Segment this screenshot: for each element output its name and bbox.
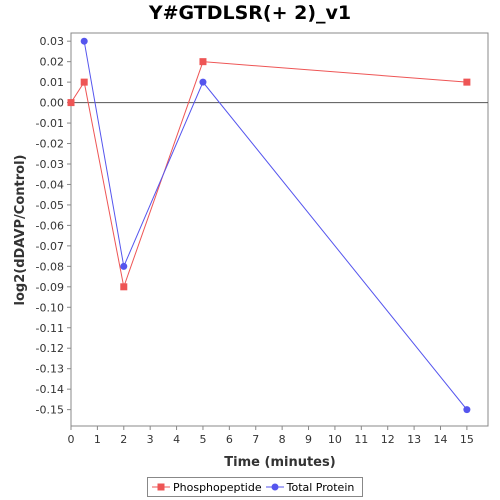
x-tick-label: 12: [381, 433, 395, 446]
x-tick-label: 10: [328, 433, 342, 446]
y-tick-label: -0.11: [36, 322, 64, 335]
plot-frame: [70, 32, 489, 427]
y-tick-label: -0.05: [36, 199, 64, 212]
y-tick-label: -0.12: [36, 342, 64, 355]
total-protein-line: [83, 41, 468, 410]
phosphopeptide-point: [120, 283, 128, 291]
total-protein-point: [80, 37, 88, 45]
y-tick-label: -0.03: [36, 158, 64, 171]
y-tick-label: -0.06: [36, 219, 64, 232]
x-tick-label: 5: [199, 433, 206, 446]
legend-swatch-total-protein: [265, 483, 284, 491]
y-tick-label: -0.14: [36, 383, 64, 396]
y-tick-label: -0.10: [36, 301, 64, 314]
x-tick-label: 14: [433, 433, 447, 446]
x-tick-label: 8: [279, 433, 286, 446]
series-layer: [67, 37, 471, 414]
y-tick-label: 0.02: [40, 56, 65, 69]
total-protein-point: [463, 406, 471, 414]
y-tick-label: 0.03: [40, 35, 65, 48]
legend-item-phosphopeptide: Phosphopeptide: [152, 481, 262, 494]
y-tick-label: -0.08: [36, 260, 64, 273]
y-axis-ticks: 0.03 0.02 0.01 0.00 -0.01 -0.02 -0.03 -0.04 -0.0…: [36, 35, 71, 417]
legend-label: Phosphopeptide: [173, 480, 262, 494]
legend-label: Total Protein: [286, 480, 355, 494]
phosphopeptide-point: [199, 58, 207, 66]
y-tick-label: 0.00: [40, 97, 65, 110]
legend-item-total-protein: Total Protein: [265, 480, 355, 494]
y-tick-label: -0.09: [36, 281, 64, 294]
y-tick-label: -0.02: [36, 138, 64, 151]
x-tick-label: 9: [305, 433, 312, 446]
x-tick-label: 2: [120, 433, 127, 446]
y-tick-label: -0.13: [36, 363, 64, 376]
phosphopeptide-point: [67, 99, 75, 107]
x-axis-ticks: 0 1 2 3 4 5 6 7 8 9 10 11 12 13 14 15: [68, 426, 474, 446]
legend: Phosphopeptide Total Protein: [147, 477, 364, 497]
y-tick-label: -0.07: [36, 240, 64, 253]
x-tick-label: 1: [94, 433, 101, 446]
legend-swatch-marker: [271, 483, 279, 491]
x-tick-label: 3: [147, 433, 154, 446]
chart-title: Y#GTDLSR(+ 2)_v1: [148, 2, 352, 24]
plot-border: [70, 32, 489, 427]
x-tick-label: 11: [354, 433, 368, 446]
x-tick-label: 7: [252, 433, 259, 446]
phosphopeptide-point: [463, 78, 471, 86]
y-tick-label: -0.01: [36, 117, 64, 130]
x-tick-label: 13: [407, 433, 421, 446]
phosphopeptide-point: [80, 78, 88, 86]
x-axis-title: Time (minutes): [224, 455, 335, 470]
y-tick-label: -0.15: [36, 404, 64, 417]
legend-swatch-marker: [157, 483, 165, 491]
x-tick-label: 4: [173, 433, 180, 446]
y-tick-label: 0.01: [40, 76, 65, 89]
total-protein-point: [120, 262, 128, 270]
x-tick-label: 0: [68, 433, 75, 446]
legend-swatch-phosphopeptide: [152, 483, 170, 491]
x-tick-label: 15: [460, 433, 474, 446]
y-tick-label: -0.04: [36, 178, 64, 191]
y-axis-title: log2(dDAVP/Control): [13, 155, 28, 306]
x-tick-label: 6: [226, 433, 233, 446]
total-protein-point: [199, 78, 207, 86]
